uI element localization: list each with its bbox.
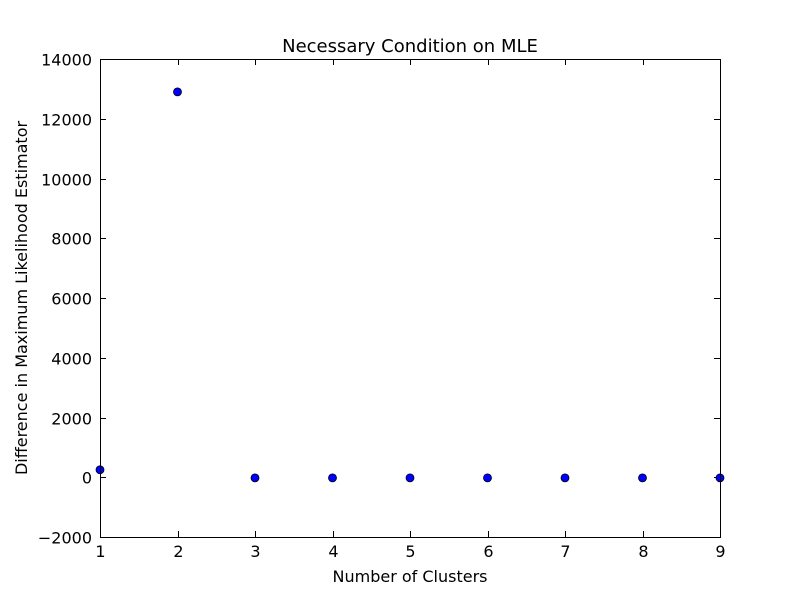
y-axis-label: Difference in Maximum Likelihood Estimat…	[12, 121, 31, 476]
data-point	[405, 473, 415, 483]
y-tick-label: 8000	[51, 230, 92, 249]
y-tick-label: 0	[82, 469, 92, 488]
y-tick-label: 6000	[51, 290, 92, 309]
data-point	[328, 473, 337, 483]
plot-area-frame	[100, 59, 721, 538]
x-tick-label: 9	[715, 542, 725, 561]
y-tick-label: 2000	[51, 410, 92, 429]
x-tick-label: 6	[483, 542, 493, 561]
x-tick-label: 5	[405, 542, 415, 561]
y-tick-label: 4000	[51, 350, 92, 369]
y-tick-label: 14000	[41, 51, 92, 70]
data-point	[560, 473, 570, 483]
x-tick-label: 8	[638, 542, 648, 561]
data-point	[173, 87, 182, 97]
x-tick-label: 7	[560, 542, 570, 561]
points-layer	[95, 87, 725, 483]
x-axis-label: Number of Clusters	[333, 567, 488, 586]
x-tick-label: 3	[250, 542, 260, 561]
chart-title: Necessary Condition on MLE	[282, 36, 538, 57]
data-point	[250, 473, 260, 483]
y-tick-label: 10000	[41, 171, 92, 190]
x-tick-label: 1	[95, 542, 105, 561]
y-tick-label: 12000	[41, 111, 92, 130]
data-point	[638, 473, 647, 483]
ticks-layer: 1 2 3 4 5 6 7 8 9 −2000 0 2000 4000 6000 8000 10000 1200…	[38, 51, 726, 562]
y-tick-label: −2000	[38, 529, 92, 548]
x-tick-label: 4	[328, 542, 338, 561]
x-tick-label: 2	[173, 542, 183, 561]
data-point	[483, 473, 492, 483]
